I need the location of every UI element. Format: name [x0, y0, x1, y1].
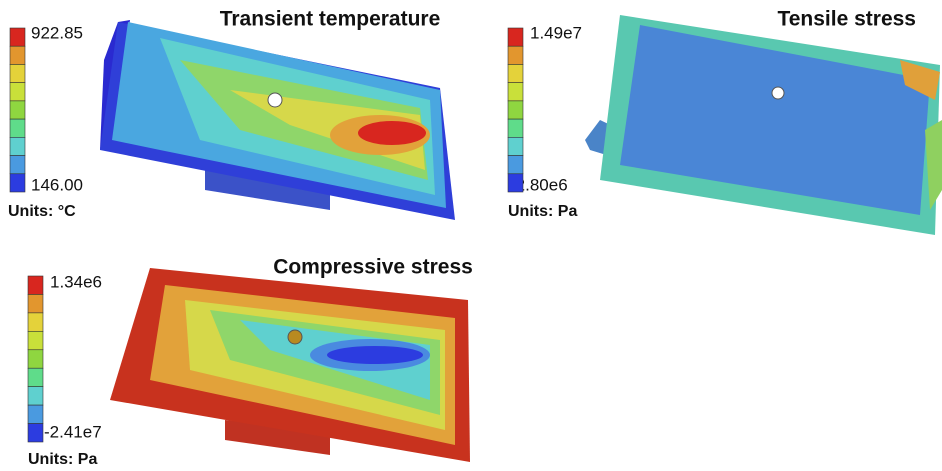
- compressive-plate: [110, 268, 470, 462]
- colorbar-band: [28, 331, 43, 349]
- colorbar-band: [28, 424, 43, 442]
- legend-units: Units: Pa: [508, 203, 577, 220]
- colorbar-band: [28, 350, 43, 368]
- colorbar-band: [508, 64, 523, 82]
- figure: Transient temperature Tensile stress Com…: [0, 0, 942, 471]
- colorbar-band: [10, 174, 25, 192]
- legend-units: Units: °C: [8, 203, 76, 220]
- colorbar-band: [508, 28, 523, 46]
- legend-max: 922.85: [31, 23, 83, 42]
- colorbar-band: [10, 119, 25, 137]
- colorbar-band: [508, 174, 523, 192]
- legend-units: Units: Pa: [28, 451, 97, 468]
- colorbar-band: [28, 294, 43, 312]
- legend-max: 1.34e6: [50, 272, 102, 291]
- panel-title: Tensile stress: [777, 8, 916, 31]
- colorbar-band: [508, 119, 523, 137]
- colorbar-band: [10, 64, 25, 82]
- colorbar-band: [28, 405, 43, 423]
- colorbar-band: [508, 46, 523, 64]
- legend-min: -2.41e7: [44, 422, 102, 441]
- colorbar-band: [10, 46, 25, 64]
- colorbar-band: [28, 313, 43, 331]
- colorbar-band: [10, 28, 25, 46]
- colorbar-band: [10, 101, 25, 119]
- colorbar-band: [508, 83, 523, 101]
- colorbar-band: [10, 137, 25, 155]
- colorbar-band: [10, 156, 25, 174]
- legend-min: 146.00: [31, 175, 83, 194]
- colorbar-band: [28, 276, 43, 294]
- colorbar-band: [508, 156, 523, 174]
- colorbar-band: [508, 137, 523, 155]
- tensile-plate: [585, 15, 942, 235]
- panel-title: Transient temperature: [220, 8, 441, 31]
- colorbar-band: [28, 368, 43, 386]
- panel-title: Compressive stress: [273, 256, 473, 279]
- colorbar-band: [28, 387, 43, 405]
- temperature-plate: [100, 20, 455, 220]
- legend-max: 1.49e7: [530, 23, 582, 42]
- colorbar-band: [10, 83, 25, 101]
- colorbar-band: [508, 101, 523, 119]
